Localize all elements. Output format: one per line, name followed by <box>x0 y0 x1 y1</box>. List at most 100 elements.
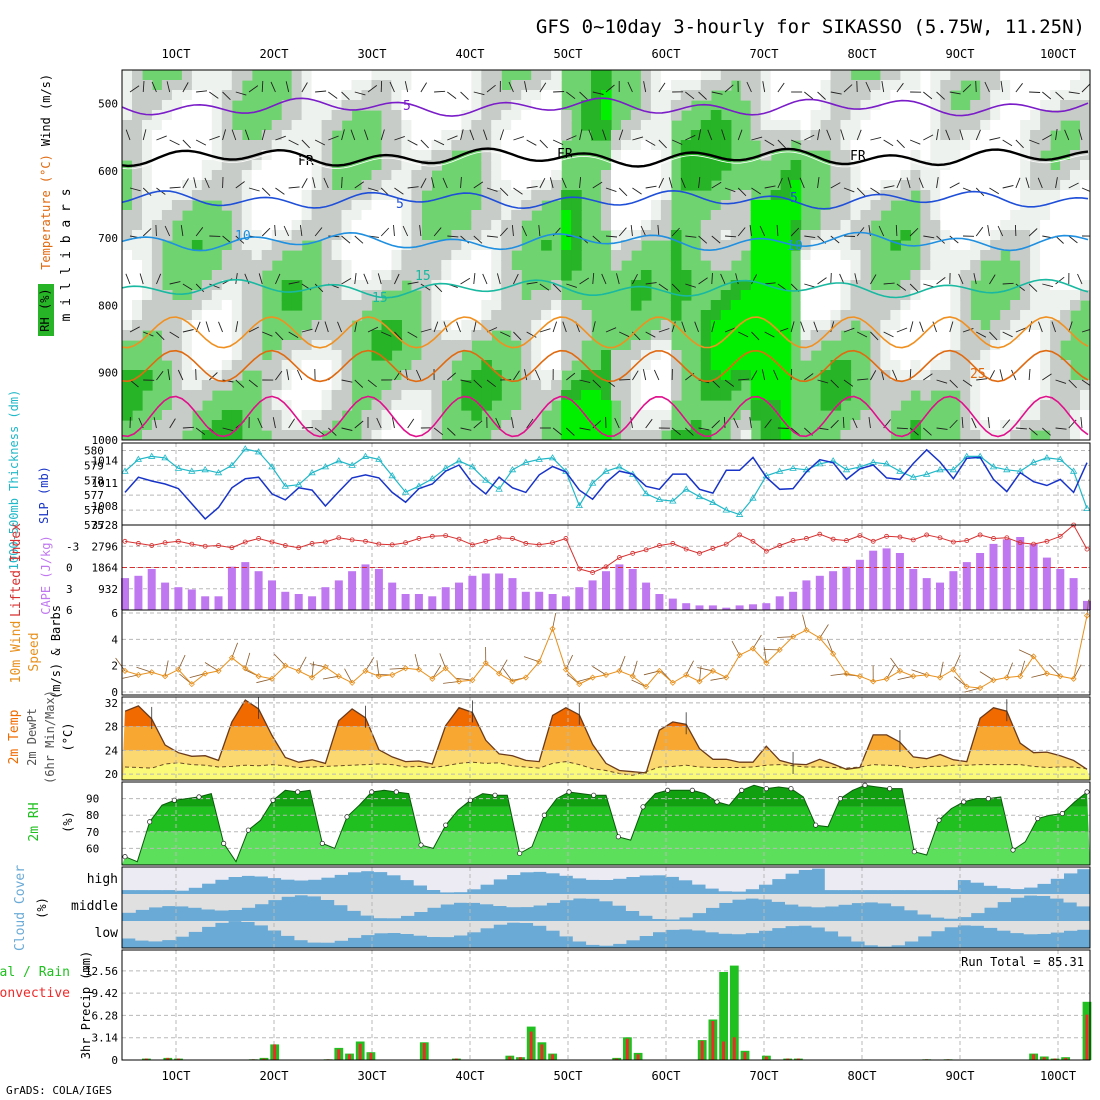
rh-cell <box>1020 130 1031 141</box>
rh-cell <box>621 360 632 371</box>
rh-cell <box>201 360 213 371</box>
wind-barb <box>486 235 498 238</box>
cloud-gap-cell <box>320 894 335 900</box>
rh-cell <box>980 400 991 411</box>
rh-cell <box>1060 320 1071 331</box>
rh-cell <box>381 140 393 151</box>
wind-barb <box>151 81 157 93</box>
cloud-gap-cell <box>1023 921 1038 935</box>
rh-cell <box>411 390 422 401</box>
rh-cell <box>142 240 153 251</box>
rh-cell <box>860 120 872 131</box>
lifted-marker <box>830 536 836 542</box>
rh-cell <box>880 140 891 151</box>
temperature-legend-label: Temperature (°C) <box>39 154 53 270</box>
rh-cell <box>1020 280 1031 291</box>
rh-cell <box>211 310 223 321</box>
rh-marker <box>763 786 769 792</box>
rh-cell <box>431 360 442 371</box>
cloud-gap-cell <box>1037 867 1051 884</box>
rh-cell <box>261 230 273 241</box>
wind-barb <box>275 135 286 141</box>
rh-cell <box>461 260 472 271</box>
rh-cell <box>581 310 592 321</box>
thickness-marker <box>268 463 276 470</box>
rh-cell <box>650 110 662 121</box>
cloud-gap-cell <box>307 921 322 943</box>
rh-cell <box>790 110 802 121</box>
rh-cell <box>501 100 512 111</box>
cloud-gap-cell <box>267 867 282 879</box>
rh-cell <box>680 270 692 281</box>
rh-cell <box>601 170 612 181</box>
rh-cell <box>680 150 692 161</box>
rh-cell <box>341 110 353 121</box>
thickness-marker <box>495 485 503 492</box>
rh-cell <box>251 320 263 331</box>
wind-barb-10m <box>939 661 944 678</box>
rh-cell <box>441 80 452 91</box>
rh-cell <box>1000 180 1011 191</box>
y-tick-wind: 4 <box>111 633 118 646</box>
rh-cell <box>650 80 662 91</box>
wind-barb <box>949 419 958 429</box>
precip-axis-label: 3hr Precip (mm) <box>79 951 93 1059</box>
wind-barb-10m <box>189 673 206 678</box>
rh-cell <box>531 360 542 371</box>
cape-bar <box>561 596 570 610</box>
rh-cell <box>181 110 193 121</box>
wind-barb <box>1055 177 1058 189</box>
wind-barb <box>854 273 858 285</box>
rh-cell <box>431 140 442 151</box>
wind-barb <box>777 139 786 149</box>
rh-cell <box>660 170 672 181</box>
rh-cell <box>181 130 193 141</box>
wind-barb <box>196 90 208 93</box>
cape-bar <box>548 594 557 610</box>
rh-cell <box>211 340 223 351</box>
rh-cell <box>551 300 562 311</box>
rh-cell <box>780 270 792 281</box>
wind-barb <box>433 321 439 333</box>
rh-cell <box>431 240 442 251</box>
rh-cell <box>271 200 283 211</box>
rh-cell <box>770 110 782 121</box>
rh-cell <box>1020 220 1031 231</box>
rh-cell <box>261 260 273 271</box>
rh-cell <box>1040 120 1051 131</box>
rh-cell <box>870 100 882 111</box>
rh-cell <box>760 220 772 231</box>
rh-cell <box>820 210 832 221</box>
rh-cell <box>910 310 921 321</box>
rh-cell <box>1060 400 1071 411</box>
rh-cell <box>301 170 313 181</box>
rh-cell <box>401 150 412 161</box>
y-tick-lifted: 0 <box>66 562 73 575</box>
rh-cell <box>271 160 283 171</box>
rh-cell <box>710 370 722 381</box>
wind-marker <box>162 673 169 680</box>
rh-cell <box>910 290 921 301</box>
rh-cell <box>650 400 662 411</box>
cloud-gap-cell <box>413 894 428 912</box>
rh-cell <box>870 420 882 431</box>
wind-barb <box>707 129 713 141</box>
rh-cell <box>630 110 642 121</box>
wind-barb <box>195 139 207 146</box>
rh-cell <box>970 250 981 261</box>
rh-cell <box>950 150 961 161</box>
rh-cell <box>361 100 373 111</box>
rh-cell <box>591 100 602 111</box>
precip-convective-bar <box>551 1054 554 1060</box>
precip-convective-bar <box>1053 1058 1057 1060</box>
cape-bar <box>147 569 156 610</box>
cloud-gap-cell <box>652 894 667 919</box>
rh-cell <box>630 430 642 440</box>
rh-cell <box>221 270 233 281</box>
wind-marker <box>977 684 984 692</box>
rh-cell <box>391 90 402 101</box>
cloud-gap-cell <box>373 921 388 934</box>
rh-cell <box>890 310 901 321</box>
rh-cell <box>710 130 722 141</box>
thickness-marker <box>735 510 744 517</box>
